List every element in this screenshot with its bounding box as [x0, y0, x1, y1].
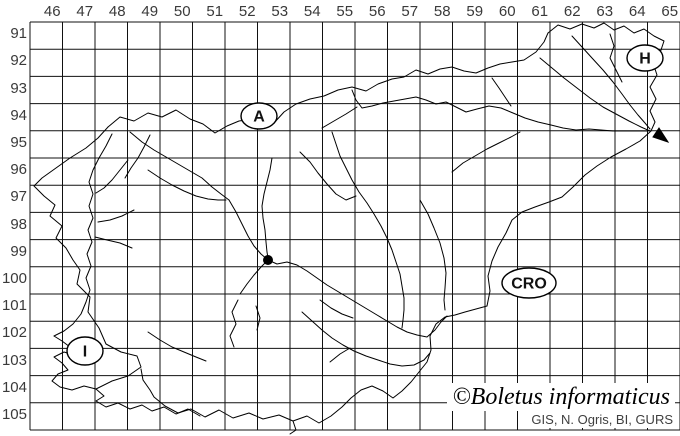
river-drava	[351, 89, 649, 132]
river-vipava	[97, 209, 135, 223]
row-label-103: 103	[1, 351, 27, 369]
column-label-46: 46	[43, 3, 61, 20]
river-pesnica	[491, 77, 512, 107]
row-label-99: 99	[10, 242, 27, 260]
river-ljubljanica	[239, 260, 268, 295]
river-sotla	[419, 199, 447, 311]
river-mirna	[319, 299, 354, 319]
alpine-tributary	[124, 134, 151, 179]
country-label-italy: I	[83, 344, 87, 361]
column-label-50: 50	[173, 3, 191, 20]
row-label-91: 91	[10, 25, 27, 43]
border-east	[486, 130, 652, 307]
river-bistrica	[261, 157, 273, 259]
column-label-62: 62	[563, 3, 581, 20]
column-label-65: 65	[661, 3, 679, 20]
border-north	[107, 32, 549, 134]
river-outflow-arrow	[652, 127, 670, 143]
river-dravinja	[451, 131, 521, 173]
river-meza	[321, 106, 358, 129]
column-label-60: 60	[498, 3, 516, 20]
column-label-63: 63	[596, 3, 614, 20]
column-label-48: 48	[108, 3, 126, 20]
border-northeast	[547, 22, 665, 132]
row-label-101: 101	[1, 297, 27, 315]
karst-stream-1	[229, 299, 239, 348]
river-sava-bohinjka	[147, 169, 227, 201]
column-label-51: 51	[206, 3, 224, 20]
karst-stream-2	[255, 305, 261, 331]
soca-tributary	[95, 159, 129, 194]
river-reka	[147, 331, 207, 362]
country-label-hungary: H	[639, 51, 651, 68]
occurrence-point	[263, 255, 273, 265]
river-mura	[539, 57, 651, 132]
row-label-100: 100	[1, 269, 27, 287]
sneznik-tip	[289, 420, 297, 435]
savinja-tributary	[299, 151, 357, 201]
river-soca	[53, 133, 113, 337]
row-label-102: 102	[1, 324, 27, 342]
river-ledava	[571, 35, 651, 130]
column-label-64: 64	[628, 3, 646, 20]
row-label-92: 92	[10, 52, 27, 70]
column-label-58: 58	[433, 3, 451, 20]
stream-goricko	[609, 33, 623, 83]
river-krka	[301, 311, 431, 367]
column-label-53: 53	[271, 3, 289, 20]
row-label-96: 96	[10, 161, 27, 179]
column-label-52: 52	[238, 3, 256, 20]
krka-tributary	[329, 347, 351, 363]
coast-istria	[95, 388, 201, 417]
border-west	[33, 126, 142, 390]
column-label-57: 57	[401, 3, 419, 20]
country-ellipse-croatia	[501, 267, 557, 299]
column-label-49: 49	[141, 3, 159, 20]
country-ellipse-austria	[240, 102, 278, 130]
country-ellipse-hungary	[626, 44, 664, 72]
river-idrijca	[94, 236, 133, 249]
column-label-59: 59	[466, 3, 484, 20]
river-sava-dolinka	[129, 131, 230, 201]
grid-lines	[29, 21, 680, 431]
column-label-56: 56	[368, 3, 386, 20]
row-label-97: 97	[10, 188, 27, 206]
row-label-93: 93	[10, 79, 27, 97]
column-label-61: 61	[531, 3, 549, 20]
credits-text: GIS, N. Ogris, BI, GURS	[527, 411, 677, 428]
row-label-104: 104	[1, 378, 27, 396]
row-label-95: 95	[10, 133, 27, 151]
column-label-55: 55	[336, 3, 354, 20]
row-label-98: 98	[10, 215, 27, 233]
country-ellipse-italy	[66, 336, 104, 366]
column-label-54: 54	[303, 3, 321, 20]
column-label-47: 47	[76, 3, 94, 20]
country-label-croatia: CRO	[511, 276, 547, 293]
copyright-text: ©Boletus informaticus	[447, 383, 675, 411]
country-label-austria: A	[253, 109, 265, 126]
river-sava	[228, 199, 448, 338]
row-label-94: 94	[10, 106, 27, 124]
row-label-105: 105	[1, 405, 27, 423]
river-savinja	[331, 131, 405, 329]
